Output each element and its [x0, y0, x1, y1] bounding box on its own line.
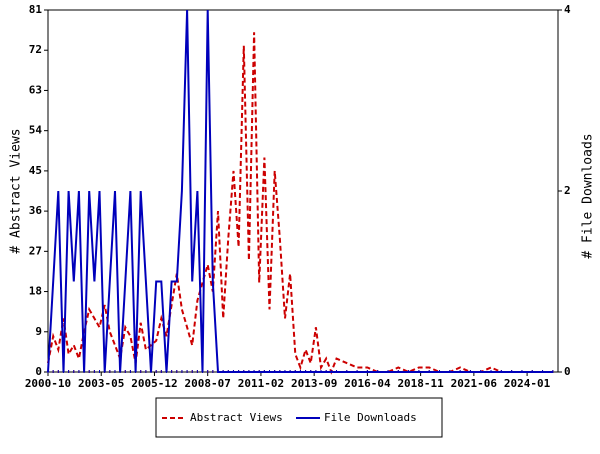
x-tick-label: 2003-05	[78, 377, 124, 390]
x-tick-label: 2016-04	[344, 377, 391, 390]
x-tick-label: 2005-12	[131, 377, 177, 390]
legend-label: Abstract Views	[190, 411, 283, 424]
x-tick-label: 2021-06	[451, 377, 498, 390]
y-tick-label: 9	[35, 325, 42, 338]
x-tick-label: 2000-10	[25, 377, 71, 390]
y-tick-label: 63	[29, 83, 42, 96]
y-tick-label: 72	[29, 43, 42, 56]
x-tick-label: 2008-07	[185, 377, 231, 390]
y2-tick-label: 4	[564, 3, 571, 16]
plot-area	[47, 9, 559, 373]
series-line	[47, 32, 553, 375]
x-tick-label: 2011-02	[238, 377, 284, 390]
y-axis-label: # Abstract Views	[9, 128, 24, 253]
y-tick-label: 36	[29, 204, 43, 217]
y-tick-label: 27	[29, 244, 42, 257]
y2-tick-label: 0	[564, 365, 571, 378]
series-line	[47, 9, 553, 373]
y-tick-label: 0	[35, 365, 42, 378]
y2-axis-label: # File Downloads	[581, 133, 596, 258]
x-tick-label: 2024-01	[504, 377, 551, 390]
y-tick-label: 81	[29, 3, 43, 16]
y-tick-label: 45	[29, 164, 42, 177]
x-tick-label: 2018-11	[397, 377, 444, 390]
y2-tick-label: 2	[564, 184, 571, 197]
y-tick-label: 54	[29, 124, 43, 137]
x-tick-label: 2013-09	[291, 377, 337, 390]
y-tick-label: 18	[29, 285, 42, 298]
legend-label: File Downloads	[324, 411, 417, 424]
